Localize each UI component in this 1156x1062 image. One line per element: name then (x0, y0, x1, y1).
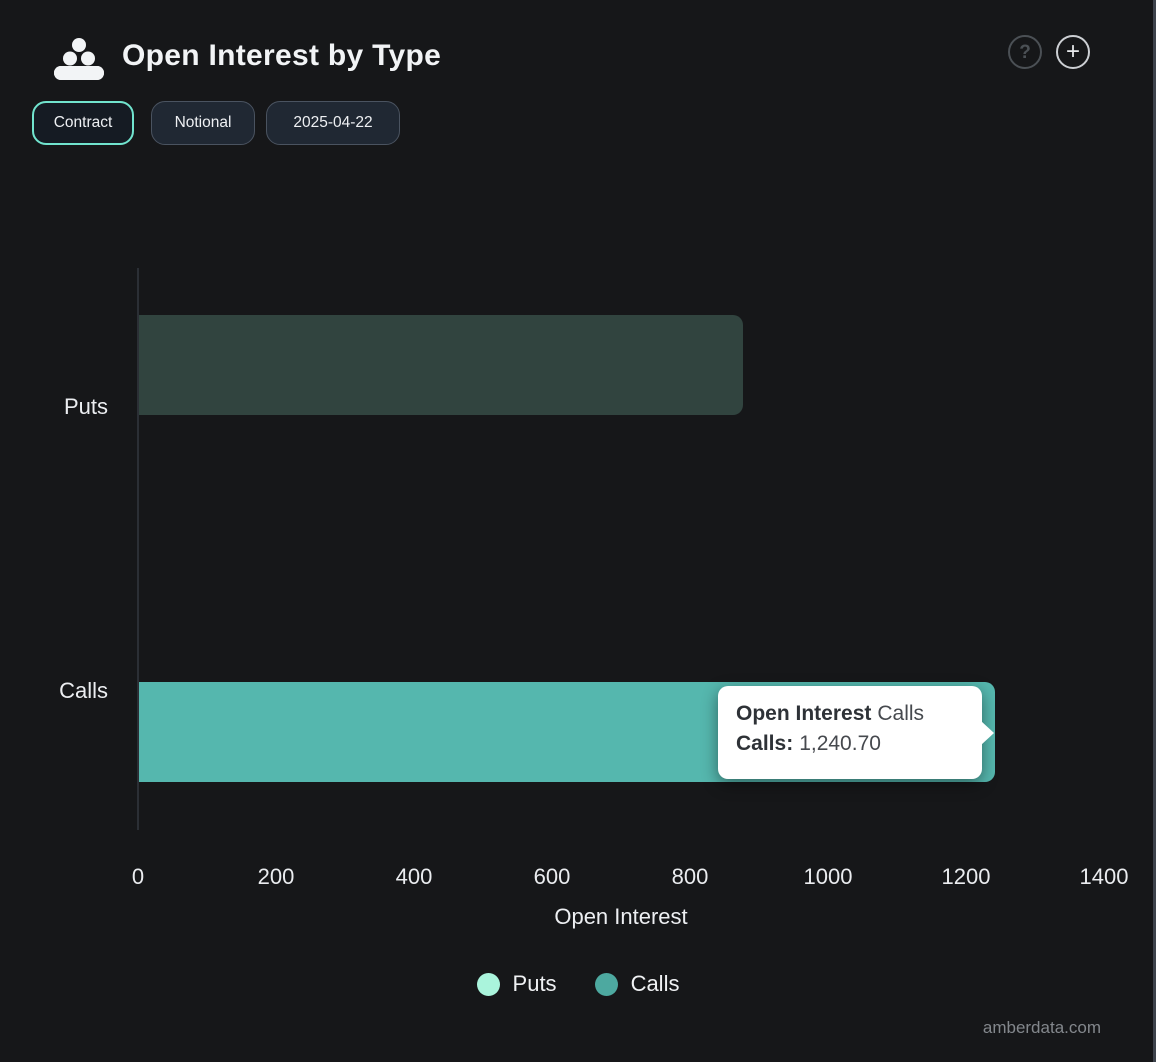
x-tick: 0 (131, 864, 145, 889)
tooltip-category: Calls (877, 702, 925, 725)
legend-dot (594, 972, 618, 996)
legend-dot (476, 972, 500, 996)
x-tick: 1000 (803, 864, 853, 889)
notional-toggle-button[interactable]: Notional (151, 101, 255, 145)
legend-label: Calls (630, 971, 680, 996)
add-glyph: + (1065, 38, 1080, 65)
y-tick-label-calls: Calls (59, 678, 108, 703)
y-tick-label-puts: Puts (63, 394, 108, 419)
tooltip-value-row: Calls: 1,240.70 (736, 729, 982, 759)
tooltip-pointer (981, 720, 994, 745)
x-axis-title: Open Interest (554, 904, 688, 929)
legend-label: Puts (512, 971, 557, 996)
contract-toggle-button[interactable]: Contract (32, 101, 134, 145)
y-axis-line (137, 268, 139, 830)
tooltip-value-label: Calls: (736, 732, 794, 755)
x-tick: 200 (257, 864, 295, 889)
bar-puts[interactable] (139, 315, 743, 415)
legend-item-calls[interactable]: Calls (594, 971, 680, 997)
amberdata-logo-icon (54, 38, 104, 80)
x-tick: 400 (395, 864, 433, 889)
tooltip-value: 1,240.70 (799, 732, 881, 755)
scrollbar-track[interactable] (1153, 0, 1156, 1062)
watermark: amberdata.com (982, 1018, 1101, 1037)
help-glyph: ? (1019, 41, 1031, 63)
tooltip-series-name: Open Interest (736, 702, 872, 725)
add-icon[interactable]: + (1056, 35, 1090, 69)
date-picker-button[interactable]: 2025-04-22 (266, 101, 400, 145)
help-icon[interactable]: ? (1008, 35, 1042, 69)
chart-legend: Puts Calls (0, 971, 1156, 997)
x-tick: 1400 (1079, 864, 1129, 889)
x-tick: 1200 (941, 864, 991, 889)
chart-tooltip: Open Interest Calls Calls: 1,240.70 (718, 686, 994, 779)
tooltip-title-row: Open Interest Calls (736, 699, 982, 729)
x-tick: 600 (533, 864, 571, 889)
legend-item-puts[interactable]: Puts (476, 971, 557, 997)
page-title: Open Interest by Type (122, 39, 442, 72)
x-tick: 800 (671, 864, 709, 889)
